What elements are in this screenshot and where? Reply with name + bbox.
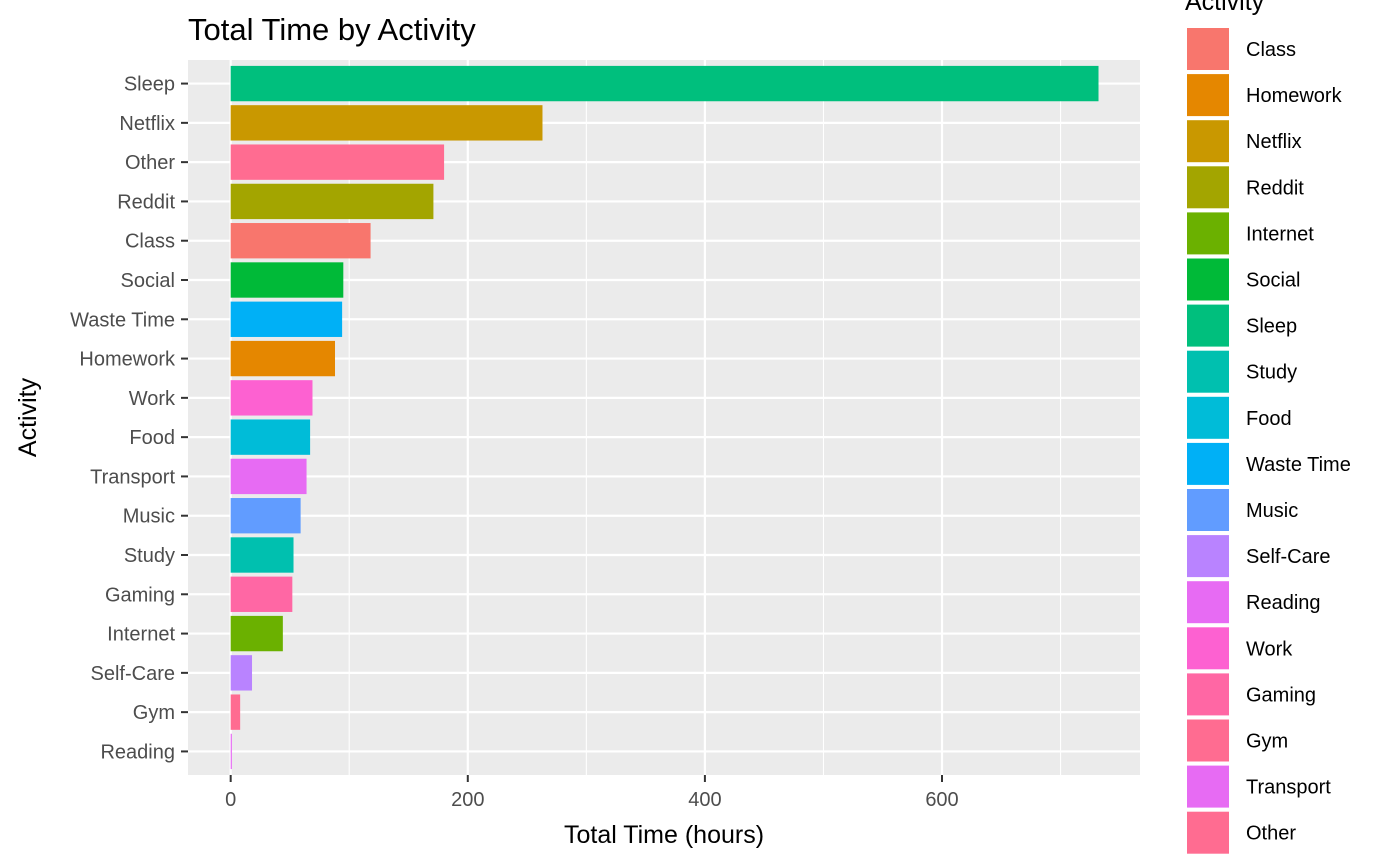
legend: Activity Class Homework Netflix Reddit Inter… bbox=[1185, 0, 1351, 854]
bar-sleep bbox=[230, 65, 1099, 102]
legend-label: Other bbox=[1246, 823, 1296, 845]
legend-label: Music bbox=[1246, 500, 1298, 522]
bar-homework bbox=[230, 340, 336, 377]
x-tick-label: 0 bbox=[225, 789, 236, 811]
legend-label: Food bbox=[1246, 408, 1292, 430]
bar-internet bbox=[230, 615, 283, 652]
y-tick-label: Class bbox=[125, 231, 175, 253]
legend-label: Gym bbox=[1246, 731, 1288, 753]
y-axis-title: Activity bbox=[14, 377, 42, 457]
bars bbox=[230, 65, 1099, 770]
legend-key-class bbox=[1187, 28, 1229, 70]
y-tick-label: Transport bbox=[90, 466, 175, 488]
legend-label: Study bbox=[1246, 362, 1297, 384]
bar-food bbox=[230, 419, 311, 455]
legend-key-gym bbox=[1187, 719, 1229, 762]
y-tick-label: Self-Care bbox=[91, 663, 175, 685]
bar-reading bbox=[230, 733, 232, 770]
legend-key-reading bbox=[1187, 581, 1229, 624]
legend-label: Reading bbox=[1246, 592, 1321, 614]
legend-label: Self-Care bbox=[1246, 546, 1330, 568]
legend-key-gaming bbox=[1187, 673, 1229, 716]
y-tick-label: Social bbox=[121, 270, 175, 292]
legend-label: Class bbox=[1246, 39, 1296, 61]
legend-label: Sleep bbox=[1246, 316, 1297, 338]
bar-study bbox=[230, 537, 294, 573]
y-tick-label: Food bbox=[129, 427, 175, 449]
bar-gym bbox=[230, 694, 241, 730]
bar-gaming bbox=[230, 576, 293, 612]
bar-waste-time bbox=[230, 301, 343, 337]
chart-title: Total Time by Activity bbox=[188, 12, 476, 47]
bar-reddit bbox=[230, 183, 434, 220]
y-tick-label: Gym bbox=[133, 702, 175, 724]
bar-social bbox=[230, 262, 344, 298]
bar-music bbox=[230, 498, 301, 534]
y-tick-label: Waste Time bbox=[70, 309, 175, 331]
bar-work bbox=[230, 380, 313, 416]
legend-key-waste-time bbox=[1187, 442, 1229, 485]
bar-self-care bbox=[230, 655, 253, 691]
bar-class bbox=[230, 223, 371, 259]
y-tick-label: Reading bbox=[100, 741, 175, 763]
legend-label: Internet bbox=[1246, 223, 1314, 245]
legend-key-sleep bbox=[1187, 304, 1229, 347]
y-tick-label: Homework bbox=[79, 349, 176, 371]
legend-key-transport bbox=[1187, 765, 1229, 808]
legend-key-netflix bbox=[1187, 120, 1229, 163]
y-tick-label: Work bbox=[129, 388, 176, 410]
y-tick-label: Gaming bbox=[105, 584, 175, 606]
y-axis: Sleep Netflix Other Reddit Class Social Waste … bbox=[70, 74, 188, 763]
legend-label: Gaming bbox=[1246, 684, 1316, 706]
y-tick-label: Music bbox=[123, 506, 175, 528]
legend-key-internet bbox=[1187, 212, 1229, 255]
legend-key-work bbox=[1187, 627, 1229, 670]
legend-label: Homework bbox=[1246, 85, 1343, 107]
y-tick-label: Other bbox=[125, 152, 175, 174]
legend-label: Waste Time bbox=[1246, 454, 1351, 476]
y-tick-label: Netflix bbox=[119, 113, 175, 135]
legend-key-reddit bbox=[1187, 166, 1229, 209]
x-axis: 0 200 400 600 bbox=[225, 775, 959, 811]
y-tick-label: Study bbox=[124, 545, 175, 567]
legend-key-music bbox=[1187, 489, 1229, 531]
y-tick-label: Reddit bbox=[117, 191, 175, 213]
legend-key-social bbox=[1187, 258, 1229, 301]
legend-key-self-care bbox=[1187, 535, 1229, 578]
x-tick-label: 400 bbox=[688, 789, 721, 811]
legend-label: Social bbox=[1246, 270, 1300, 292]
legend-key-food bbox=[1187, 396, 1229, 439]
legend-label: Transport bbox=[1246, 777, 1331, 799]
legend-label: Netflix bbox=[1246, 131, 1302, 153]
y-tick-label: Internet bbox=[107, 624, 175, 646]
legend-label: Reddit bbox=[1246, 177, 1304, 199]
x-tick-label: 600 bbox=[925, 789, 958, 811]
legend-key-other bbox=[1187, 811, 1229, 854]
bar-transport bbox=[230, 458, 307, 495]
legend-key-homework bbox=[1187, 74, 1229, 117]
x-axis-title: Total Time (hours) bbox=[564, 821, 764, 849]
bar-other bbox=[230, 144, 445, 180]
legend-title: Activity bbox=[1185, 0, 1265, 16]
x-tick-label: 200 bbox=[451, 789, 484, 811]
legend-key-study bbox=[1187, 350, 1229, 393]
bar-netflix bbox=[230, 105, 543, 141]
legend-items: Class Homework Netflix Reddit Internet Social… bbox=[1187, 28, 1351, 854]
legend-label: Work bbox=[1246, 638, 1293, 660]
y-tick-label: Sleep bbox=[124, 74, 175, 96]
